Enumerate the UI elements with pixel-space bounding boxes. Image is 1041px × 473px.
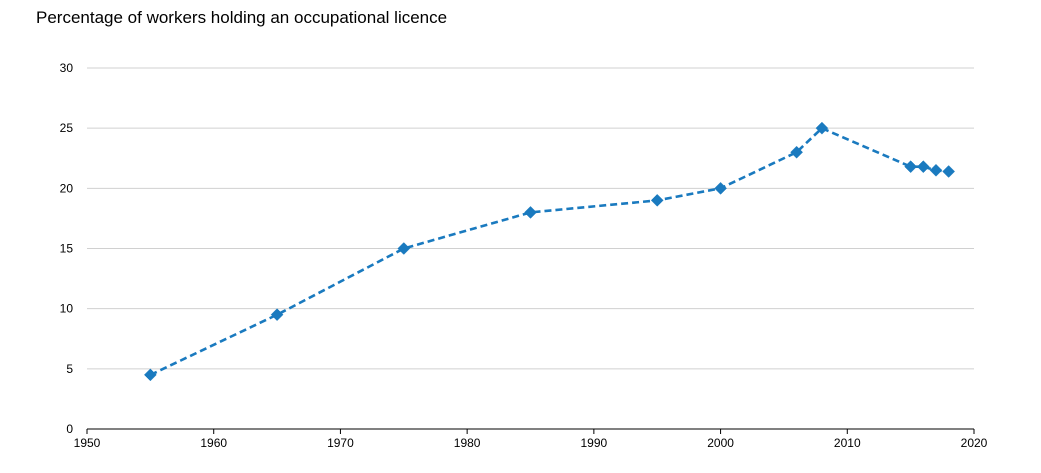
data-point-2006: [790, 145, 803, 159]
y-tick-label-5: 5: [66, 362, 73, 376]
y-tick-label-25: 25: [60, 121, 74, 135]
data-point-2008: [815, 121, 829, 135]
chart-title: Percentage of workers holding an occupat…: [36, 8, 448, 27]
y-tick-label-20: 20: [60, 181, 74, 195]
data-point-1995: [650, 194, 664, 207]
data-point-1985: [524, 206, 537, 219]
x-tick-label-1950: 1950: [74, 436, 101, 450]
x-tick-label-1970: 1970: [327, 436, 354, 450]
series-line-0: [149, 126, 949, 377]
data-points: [144, 121, 956, 382]
data-point-2016: [916, 160, 930, 174]
data-point-2000: [714, 181, 727, 195]
x-tick-label-2010: 2010: [834, 436, 861, 450]
data-point-1965: [270, 308, 284, 322]
x-axis: 1950 1960 1970 1980 1990 2000 2010 2020: [74, 428, 988, 450]
data-point-1975: [397, 242, 411, 255]
x-tick-label-2020: 2020: [961, 436, 988, 450]
x-tick-label-2000: 2000: [707, 436, 734, 450]
data-point-2017: [929, 163, 943, 177]
x-tick-label-1990: 1990: [581, 436, 608, 450]
y-axis: 0 5 10 15 20 25 30: [60, 61, 74, 436]
y-tick-label-15: 15: [60, 242, 74, 256]
series-line-group: [149, 126, 949, 377]
x-tick-label-1960: 1960: [200, 436, 227, 450]
y-tick-label-10: 10: [60, 302, 74, 316]
data-point-1955: [144, 368, 157, 382]
y-tick-label-30: 30: [60, 61, 74, 75]
data-point-2015: [904, 160, 917, 174]
data-point-2018: [942, 165, 956, 178]
x-tick-label-1980: 1980: [454, 436, 481, 450]
y-tick-label-0: 0: [66, 422, 73, 436]
